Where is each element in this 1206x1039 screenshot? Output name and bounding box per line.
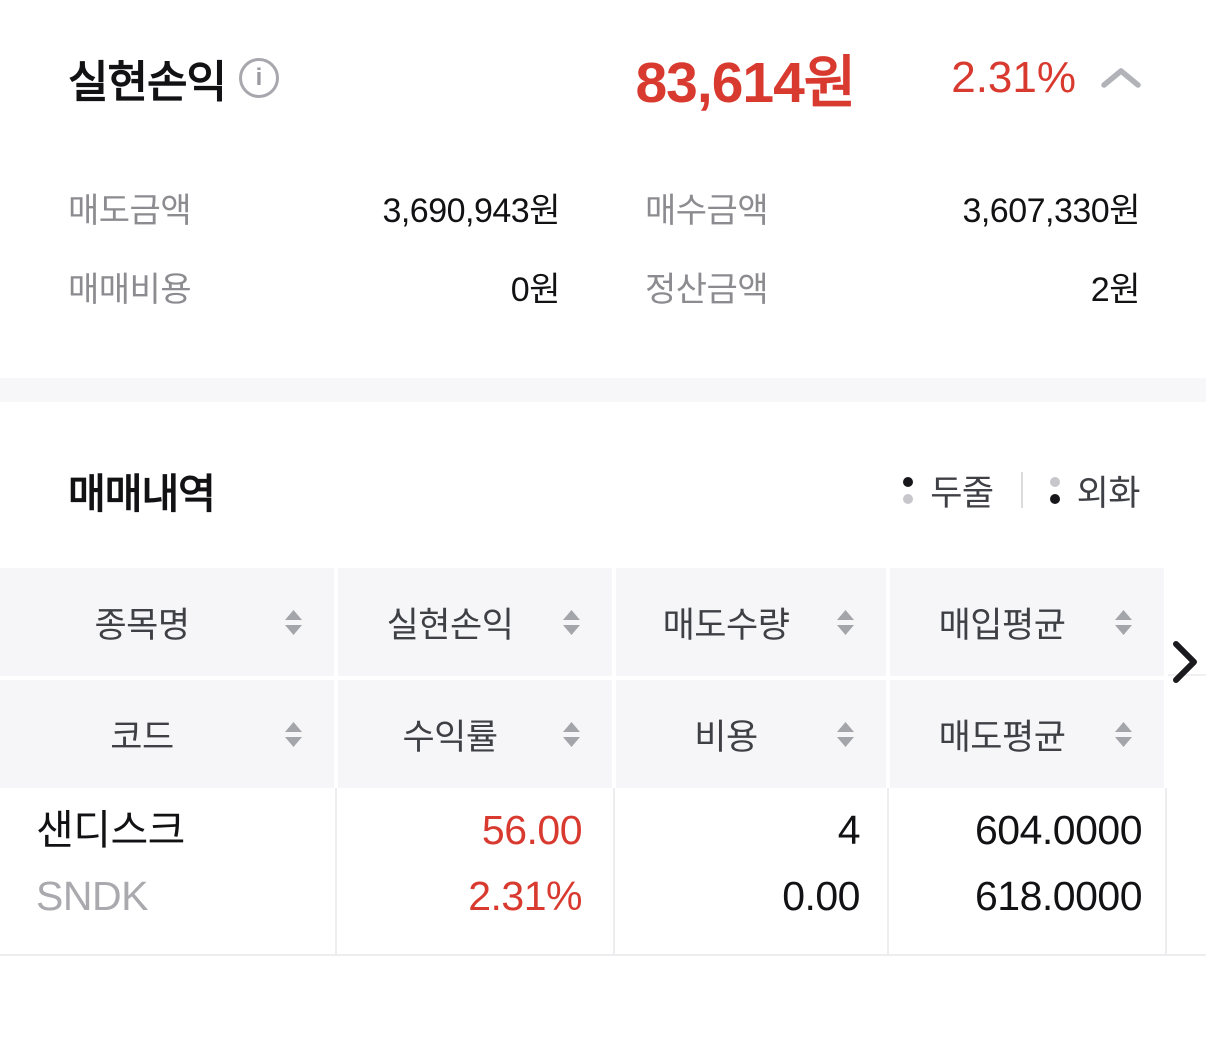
foreign-currency-toggle[interactable]: 외화: [1049, 465, 1141, 516]
average-cell: 604.0000 618.0000: [890, 788, 1164, 954]
column-divider: [335, 788, 337, 954]
quantity-cell: 4 0.00: [616, 788, 886, 954]
realized-pnl-percent: 2.31%: [951, 53, 1076, 102]
row-bottom-divider: [0, 954, 1206, 956]
sort-arrows-icon[interactable]: [1114, 721, 1133, 748]
column-divider: [613, 788, 615, 954]
page-title: 실현손익: [68, 58, 227, 107]
sort-arrows-icon[interactable]: [284, 721, 303, 748]
sort-arrows-icon[interactable]: [836, 721, 855, 748]
table-header-row-1: 종목명 실현손익 매도수량 매입평균: [0, 568, 1206, 676]
section-divider: [0, 378, 1206, 402]
sort-arrows-icon[interactable]: [562, 609, 581, 636]
sort-arrows-icon[interactable]: [1114, 609, 1133, 636]
cost-value: 0.00: [782, 873, 860, 919]
toggle-divider: [1020, 472, 1023, 508]
profit-cell: 56.00 2.31%: [338, 788, 612, 954]
foreign-currency-toggle-label: 외화: [1076, 473, 1141, 513]
summary-row-1: 매도금액 3,690,943원 매수금액 3,607,330원: [68, 184, 1140, 230]
header-gutter: [1168, 680, 1206, 788]
realized-pnl-amount: 83,614원: [635, 51, 856, 115]
summary-row-2: 매매비용 0원 정산금액 2원: [68, 263, 1141, 309]
col-header-code[interactable]: 코드: [0, 680, 334, 788]
chevron-right-icon[interactable]: [1167, 639, 1203, 685]
dots-icon: [903, 476, 914, 504]
sort-arrows-icon[interactable]: [836, 609, 855, 636]
trading-cost-label: 매매비용: [68, 270, 192, 309]
settlement-amount-value: 2원: [1090, 270, 1141, 309]
sell-amount-label: 매도금액: [68, 191, 192, 230]
column-divider: [887, 788, 889, 954]
return-rate-value: 2.31%: [468, 873, 582, 919]
col-header-avg-buy[interactable]: 매입평균: [890, 568, 1164, 676]
sell-quantity-value: 4: [837, 807, 861, 853]
info-icon[interactable]: i: [238, 58, 279, 98]
sell-amount-value: 3,690,943원: [382, 191, 560, 230]
avg-buy-value: 604.0000: [974, 807, 1143, 853]
realized-profit-value: 56.00: [481, 807, 583, 853]
col-header-realized-profit[interactable]: 실현손익: [338, 568, 612, 676]
col-header-stock-name[interactable]: 종목명: [0, 568, 334, 676]
col-header-cost[interactable]: 비용: [616, 680, 886, 788]
two-line-toggle-label: 두줄: [930, 473, 994, 513]
history-title: 매매내역: [68, 471, 216, 517]
col-header-return-rate[interactable]: 수익률: [338, 680, 612, 788]
history-header: 매매내역 두줄 외화: [68, 453, 1141, 527]
row-gutter: [1168, 788, 1206, 954]
stock-name: 샌디스크: [36, 807, 185, 853]
trading-cost-value: 0원: [510, 270, 561, 309]
two-line-toggle[interactable]: 두줄: [903, 465, 994, 516]
buy-amount-value: 3,607,330원: [962, 191, 1140, 230]
realized-pnl-header: 실현손익 i 83,614원 2.31%: [68, 38, 1142, 118]
column-divider: [1165, 788, 1167, 954]
table-row[interactable]: 샌디스크 SNDK 56.00 2.31% 4 0.00 604.0000 61…: [0, 788, 1206, 954]
col-header-sell-quantity[interactable]: 매도수량: [616, 568, 886, 676]
settlement-amount-label: 정산금액: [645, 270, 769, 309]
avg-sell-value: 618.0000: [974, 873, 1143, 919]
chevron-up-icon[interactable]: [1100, 66, 1142, 90]
buy-amount-label: 매수금액: [645, 191, 769, 230]
history-view-controls: 두줄 외화: [903, 465, 1141, 516]
stock-cell: 샌디스크 SNDK: [0, 788, 334, 954]
table-header-row-2: 코드 수익률 비용 매도평균: [0, 680, 1206, 788]
dots-icon: [1049, 476, 1060, 504]
gutter-divider-line: [1168, 674, 1206, 676]
sort-arrows-icon[interactable]: [562, 721, 581, 748]
stock-code: SNDK: [36, 873, 148, 919]
col-header-avg-sell[interactable]: 매도평균: [890, 680, 1164, 788]
sort-arrows-icon[interactable]: [284, 609, 303, 636]
